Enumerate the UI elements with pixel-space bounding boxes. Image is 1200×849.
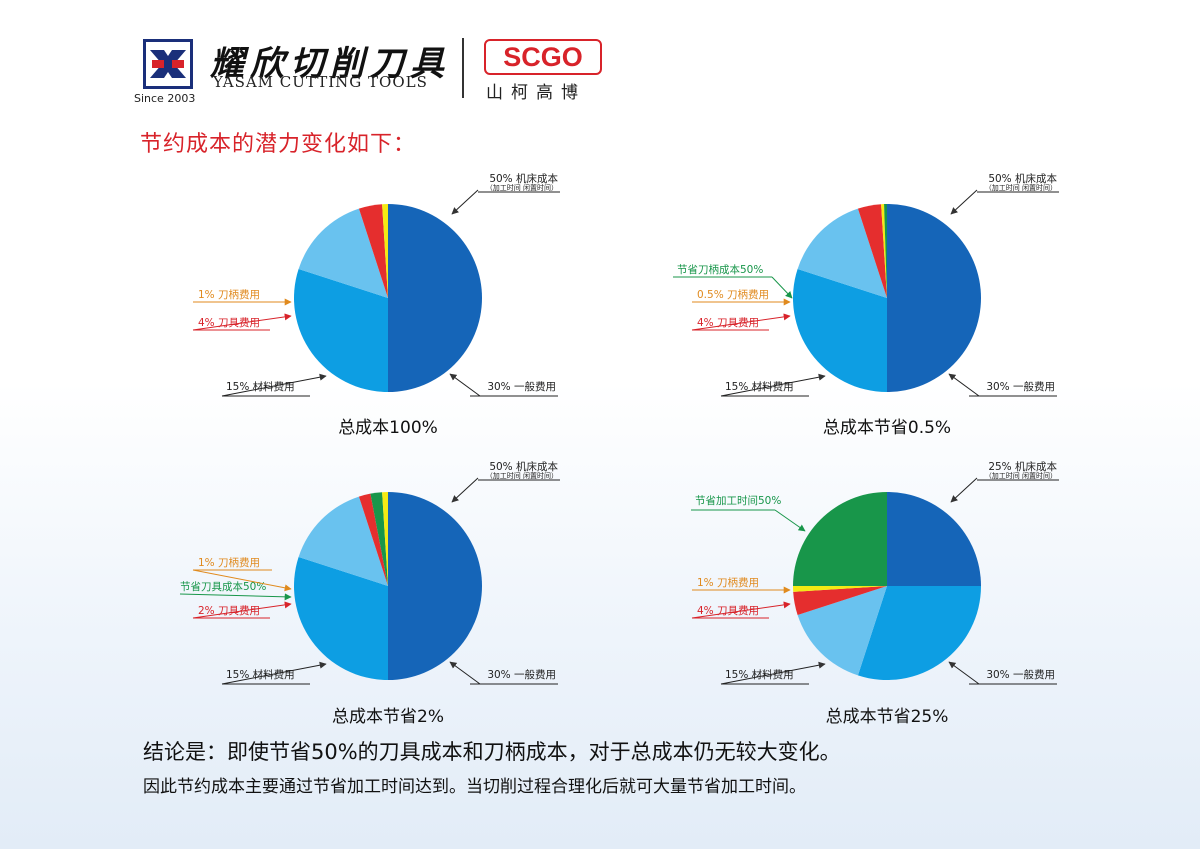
label-arrow: [449, 373, 481, 397]
pie-slice-saving: [793, 492, 887, 586]
slice-label-machine: 50% 机床成本: [489, 172, 558, 185]
pie-slice-general: [792, 268, 887, 392]
headline: 节约成本的潜力变化如下：: [140, 132, 417, 157]
pie-title: 总成本节省2%: [332, 707, 444, 727]
slice-label-saving: 节省刀柄成本50%: [677, 263, 763, 276]
pie-slice-material: [298, 208, 388, 298]
slice-label-material: 15% 材料费用: [725, 668, 794, 681]
slice-label-holder: 1% 刀柄费用: [198, 288, 260, 301]
pie-chart-4: 总成本节省25% 25% 机床成本（加工时间 闲置时间） 30% 一般费用 15% 材…: [691, 460, 1059, 727]
pie-slice-tool: [857, 204, 887, 298]
pie-slice-holder: [382, 204, 388, 298]
scgo-logo: SCGO: [484, 39, 602, 75]
pie-title: 总成本节省25%: [826, 707, 949, 727]
slice-label-holder: 1% 刀柄费用: [198, 556, 260, 569]
label-arrow: [948, 373, 980, 397]
slice-label-general: 30% 一般费用: [986, 668, 1055, 681]
slice-label-machine: 50% 机床成本: [988, 172, 1057, 185]
label-arrow: [221, 661, 327, 685]
label-arrow: [720, 373, 826, 397]
scgo-name-cn: 山柯高博: [486, 83, 586, 103]
brand-name-en: YASAM CUTTING TOOLS: [213, 73, 428, 91]
label-arrow: [691, 313, 791, 331]
pie-slice-machine: [388, 492, 482, 680]
pie-slice-tool: [358, 204, 388, 298]
label-arrow: [192, 313, 292, 331]
pie-slice-tool: [793, 586, 887, 616]
label-arrow: [451, 189, 479, 215]
pie-slice-general: [293, 556, 388, 680]
brand-name-cn: 耀欣切削刀具: [210, 44, 450, 84]
pie-chart-3: 总成本节省2% 50% 机床成本（加工时间 闲置时间） 30% 一般费用 15% 材料…: [179, 460, 560, 727]
label-arrow: [948, 661, 980, 685]
pie-chart-2: 总成本节省0.5% 50% 机床成本（加工时间 闲置时间） 30% 一般费用 15% …: [673, 172, 1059, 438]
pie-slice-general: [857, 586, 981, 681]
label-arrow: [771, 276, 793, 299]
slice-sublabel-machine: （加工时间 闲置时间）: [486, 183, 558, 192]
pie-slice-machine: [388, 204, 482, 392]
label-arrow: [221, 373, 327, 397]
pie-chart-1: 总成本100% 50% 机床成本（加工时间 闲置时间） 30% 一般费用 15% 材料…: [192, 172, 560, 438]
pie-slice-saving: [884, 204, 887, 298]
pie-slice-holder: [793, 586, 887, 592]
conclusion-line-1: 结论是：即使节省50%的刀具成本和刀柄成本，对于总成本仍无较大变化。: [143, 740, 841, 764]
label-arrow: [774, 509, 806, 532]
slice-label-tool: 4% 刀具费用: [697, 316, 759, 329]
pie-slice-saving: [370, 492, 388, 586]
yasam-logo: [143, 39, 193, 89]
slice-label-material: 15% 材料费用: [226, 380, 295, 393]
label-arrow: [950, 477, 978, 503]
slice-sublabel-machine: （加工时间 闲置时间）: [486, 471, 558, 480]
label-arrow: [449, 661, 481, 685]
pie-slice-material: [797, 208, 887, 298]
pie-slice-material: [298, 496, 388, 586]
label-arrow: [192, 601, 292, 619]
slice-label-saving: 节省刀具成本50%: [180, 580, 266, 593]
pie-slice-holder: [881, 204, 887, 298]
slice-label-machine: 25% 机床成本: [988, 460, 1057, 473]
header-divider: [462, 38, 464, 98]
header: Since 2003 耀欣切削刀具 YASAM CUTTING TOOLS SC…: [0, 0, 1200, 110]
slice-label-saving: 节省加工时间50%: [695, 494, 781, 507]
slice-label-holder: 0.5% 刀柄费用: [697, 288, 769, 301]
label-arrow: [192, 569, 292, 592]
label-arrow: [950, 189, 978, 215]
slice-label-tool: 4% 刀具费用: [198, 316, 260, 329]
label-arrow: [720, 661, 826, 685]
slice-sublabel-machine: （加工时间 闲置时间）: [985, 183, 1057, 192]
pie-slice-holder: [382, 492, 388, 586]
slice-label-material: 15% 材料费用: [725, 380, 794, 393]
slice-label-tool: 4% 刀具费用: [697, 604, 759, 617]
slice-label-general: 30% 一般费用: [487, 380, 556, 393]
label-arrow: [179, 593, 292, 601]
slice-label-general: 30% 一般费用: [986, 380, 1055, 393]
since-text: Since 2003: [134, 92, 196, 105]
yasam-logo-icon: [146, 42, 190, 86]
pie-title: 总成本100%: [338, 418, 438, 438]
slice-label-material: 15% 材料费用: [226, 668, 295, 681]
slice-label-tool: 2% 刀具费用: [198, 604, 260, 617]
pie-slice-machine: [887, 492, 981, 586]
conclusion-line-2: 因此节约成本主要通过节省加工时间达到。当切削过程合理化后就可大量节省加工时间。: [143, 777, 806, 797]
label-arrow: [451, 477, 479, 503]
pie-slice-material: [797, 586, 887, 676]
slice-label-general: 30% 一般费用: [487, 668, 556, 681]
label-arrow: [691, 601, 791, 619]
slice-label-holder: 1% 刀柄费用: [697, 576, 759, 589]
slice-sublabel-machine: （加工时间 闲置时间）: [985, 471, 1057, 480]
pie-slice-tool: [358, 493, 388, 586]
pie-slice-machine: [887, 204, 981, 392]
pie-title: 总成本节省0.5%: [823, 418, 951, 438]
slice-label-machine: 50% 机床成本: [489, 460, 558, 473]
pie-slice-general: [293, 268, 388, 392]
